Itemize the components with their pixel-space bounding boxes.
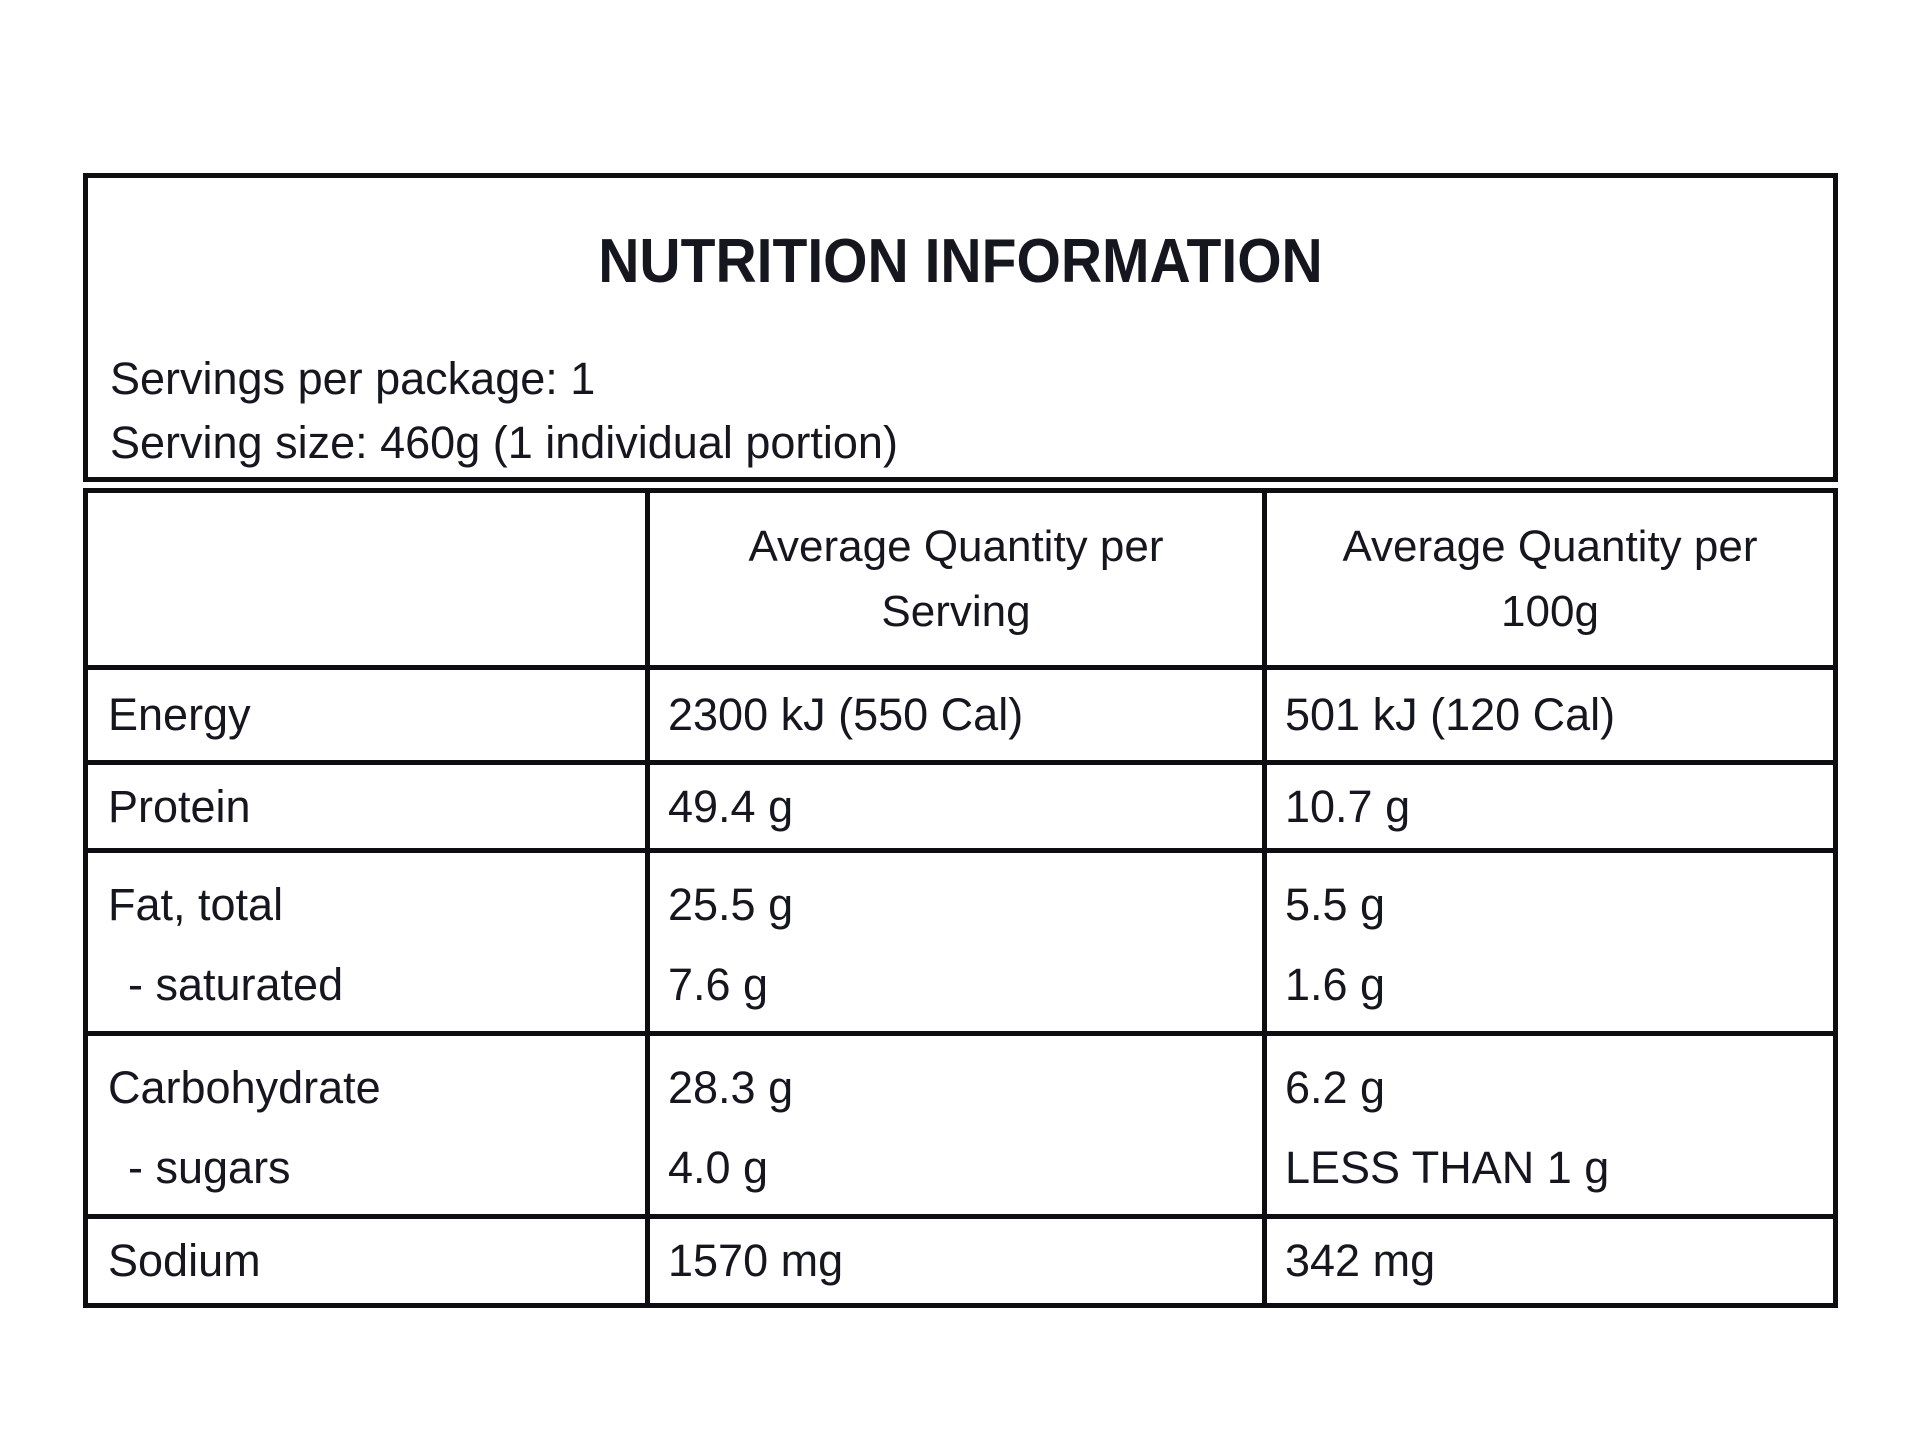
page-title: NUTRITION INFORMATION xyxy=(598,227,1323,296)
sugars-label: - sugars xyxy=(128,1142,291,1193)
header-cell-per-100g: Average Quantity per 100g xyxy=(1267,493,1833,665)
carbohydrate-value-per-serving: 28.3 g xyxy=(668,1062,794,1113)
fat-total-label: Fat, total xyxy=(108,879,284,930)
header-per-serving-line2: Serving xyxy=(881,587,1031,636)
servings-per-package-line: Servings per package: 1 xyxy=(110,353,596,404)
row-label-carbohydrate: Carbohydrate - sugars xyxy=(88,1036,645,1214)
fat-saturated-per-serving: 7.6 g xyxy=(668,959,769,1010)
sugars-value-per-serving: 4.0 g xyxy=(668,1142,769,1193)
nutrition-table: Average Quantity per Serving Average Qua… xyxy=(83,488,1838,1308)
nutrition-info-panel: NUTRITION INFORMATION Servings per packa… xyxy=(83,173,1838,482)
serving-size-line: Serving size: 460g (1 individual portion… xyxy=(110,417,898,468)
fat-total-per-100g: 5.5 g xyxy=(1285,879,1386,930)
protein-per-serving: 49.4 g xyxy=(650,765,1262,848)
carbohydrate-per-serving: 28.3 g 4.0 g xyxy=(650,1036,1262,1214)
fat-total-per-serving: 25.5 g xyxy=(668,879,794,930)
protein-per-100g: 10.7 g xyxy=(1267,765,1833,848)
header-per-serving-line1: Average Quantity per xyxy=(748,522,1164,571)
fat-saturated-per-100g: 1.6 g xyxy=(1285,959,1386,1010)
energy-per-100g: 501 kJ (120 Cal) xyxy=(1267,670,1833,760)
fat-per-serving: 25.5 g 7.6 g xyxy=(650,853,1262,1031)
header-cell-per-serving: Average Quantity per Serving xyxy=(650,493,1262,665)
carbohydrate-per-100g: 6.2 g LESS THAN 1 g xyxy=(1267,1036,1833,1214)
header-per-100g-line1: Average Quantity per xyxy=(1342,522,1758,571)
sodium-per-serving: 1570 mg xyxy=(650,1219,1262,1303)
carbohydrate-label: Carbohydrate xyxy=(108,1062,381,1113)
sodium-per-100g: 342 mg xyxy=(1267,1219,1833,1303)
sugars-value-per-100g: LESS THAN 1 g xyxy=(1285,1142,1610,1193)
row-label-protein: Protein xyxy=(88,765,645,848)
fat-saturated-label: - saturated xyxy=(128,959,344,1010)
serving-info: Servings per package: 1 Serving size: 46… xyxy=(110,347,1833,475)
fat-per-100g: 5.5 g 1.6 g xyxy=(1267,853,1833,1031)
header-per-100g-line2: 100g xyxy=(1501,587,1599,636)
row-label-fat: Fat, total - saturated xyxy=(88,853,645,1031)
row-label-energy: Energy xyxy=(88,670,645,760)
row-label-sodium: Sodium xyxy=(88,1219,645,1303)
header-cell-empty xyxy=(88,493,645,665)
energy-per-serving: 2300 kJ (550 Cal) xyxy=(650,670,1262,760)
carbohydrate-value-per-100g: 6.2 g xyxy=(1285,1062,1386,1113)
